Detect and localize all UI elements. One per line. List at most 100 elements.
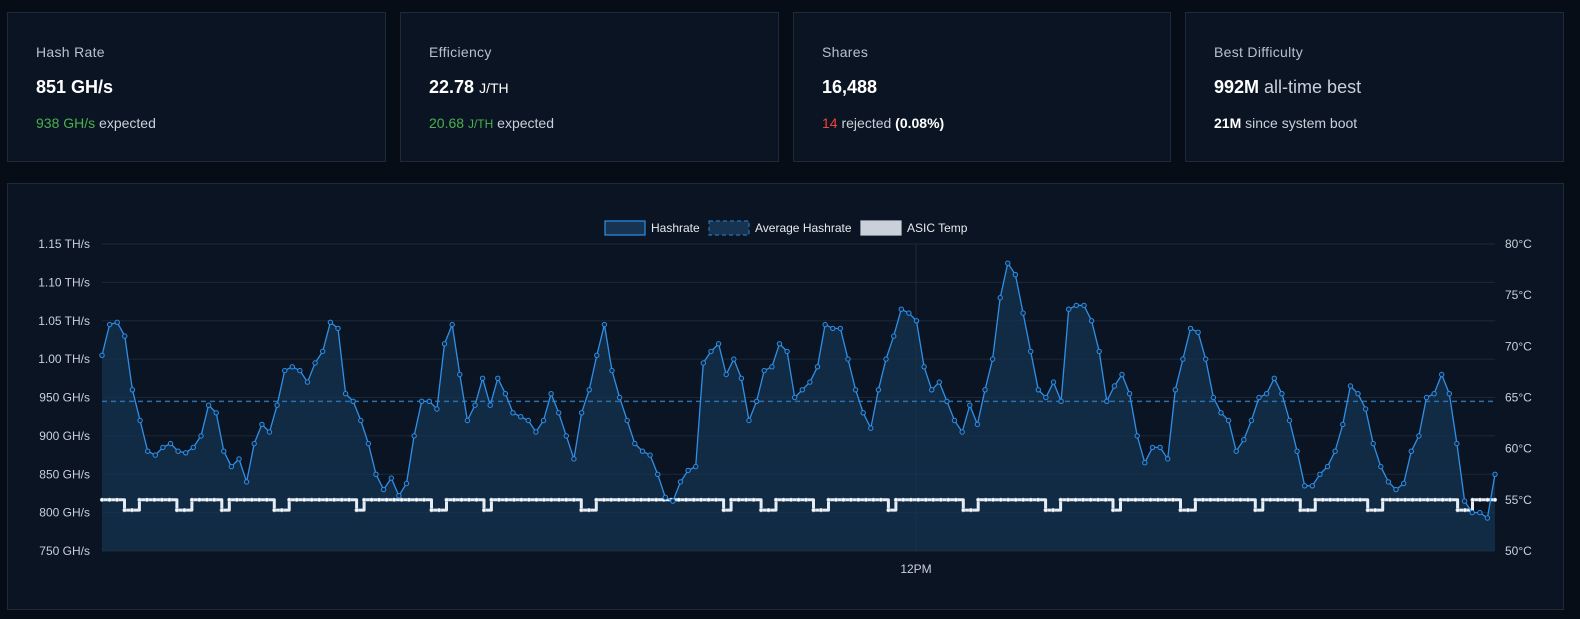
hashrate-point [518,414,524,420]
asic-temp-point [676,497,681,502]
hashrate-point [1263,391,1270,397]
hashrate-point [495,375,501,382]
asic-temp-point [272,508,277,513]
hashrate-point [1309,483,1316,489]
asic-temp-point [991,497,996,502]
asic-temp-point [631,497,636,502]
hashrate-point [419,398,425,405]
hashrate-point [1362,406,1369,412]
asic-temp-point [624,497,629,502]
asic-temp-point [481,508,487,513]
y-axis-right-tick: 55°C [1505,493,1532,507]
hashrate-point [852,387,859,393]
hashrate-point [1355,391,1361,397]
hashrate-point [929,387,935,393]
asic-temp-point [1410,497,1415,502]
hashrate-point [145,448,151,454]
asic-temp-point [1253,508,1258,513]
asic-temp-point [1178,508,1183,513]
hashrate-point [502,391,509,397]
asic-temp-point [1313,497,1318,502]
hashrate-point [540,417,547,424]
hashrate-point [1165,456,1171,462]
hashrate-point [411,433,417,439]
asic-temp-point [976,497,981,502]
hashrate-point [662,494,668,500]
hashrate-point [106,321,113,328]
shares-rejected-count: 14 [822,115,838,131]
hashrate-point [327,319,334,326]
hashrate-point [297,367,303,374]
asic-temp-point [534,497,539,502]
hashrate-point [434,406,440,412]
asic-temp-point [736,497,741,502]
y-axis-left-tick: 1.00 TH/s [38,352,90,366]
asic-temp-point [893,497,899,502]
y-axis-left-tick: 950 GH/s [39,391,90,405]
asic-temp-point [698,497,704,502]
hashrate-point [1385,479,1392,485]
hashrate-line [101,261,1496,520]
hashrate-point [753,398,760,405]
hashrate-point [457,371,463,378]
hashrate-point [289,364,295,370]
hashrate-point [784,348,790,355]
hashrate-point [1439,371,1445,378]
hashrate-point [274,402,280,408]
asic-temp-point [1268,497,1273,502]
hashrate-chart-card: 1.15 TH/s 1.10 TH/s 1.05 TH/s 1.00 TH/s 950 … [7,183,1564,610]
hashrate-point [1073,302,1080,309]
hashrate-point [769,364,775,370]
hashrate-point [1157,444,1163,451]
asic-temp-point [511,497,517,502]
asic-temp-point [564,497,569,502]
asic-temp-point [953,497,958,502]
asic-temp-point [556,497,561,502]
efficiency-unit: J/TH [479,80,509,96]
asic-temp-point [549,497,554,502]
asic-temp-point [586,508,591,513]
asic-temp-point [998,497,1003,502]
hashrate-point [632,440,638,447]
hashrate-point [479,375,486,382]
hashrate-point [921,364,927,370]
asic-temp-point [144,497,149,502]
asic-temp-point [1358,497,1363,502]
asic-temp-point [1275,497,1280,502]
hashrate-point [441,341,448,347]
hashrate-point [221,448,227,454]
hashrate-point [989,356,996,362]
hashrate-point [449,321,455,328]
hashrate-point [685,467,691,474]
asic-temp-point [1238,497,1243,502]
asic-temp-point [1088,497,1093,502]
asic-temp-point [152,497,157,502]
asic-temp-point [294,497,299,502]
hashrate-point [792,394,798,401]
efficiency-expected-value: 20.68 [429,115,465,131]
asic-temp-point [931,497,936,502]
asic-temp-point [639,497,644,502]
asic-temp-point [684,497,689,502]
efficiency-expected-unit: J/TH [467,117,494,131]
hashrate-point [883,356,889,362]
asic-temp-point [1006,497,1011,502]
asic-temp-point [1065,497,1071,502]
hashrate-point [776,341,783,347]
hashrate-point [1203,356,1209,362]
hashrate-point [251,440,257,447]
hashrate-point [1393,486,1399,493]
hashrate-point [1058,398,1064,405]
asic-temp-point [1328,497,1333,502]
hashrate-point [152,452,159,458]
asic-temp-point [848,497,854,502]
asic-temp-point [983,497,988,502]
asic-temp-point [242,497,247,502]
asic-temp-point [1440,497,1445,502]
asic-temp-point [1350,497,1355,502]
hashrate-point [396,493,402,499]
hashrate-point [335,325,341,332]
legend-swatch [708,220,750,236]
hashrate-point [563,433,569,439]
asic-temp-point [1402,497,1408,502]
